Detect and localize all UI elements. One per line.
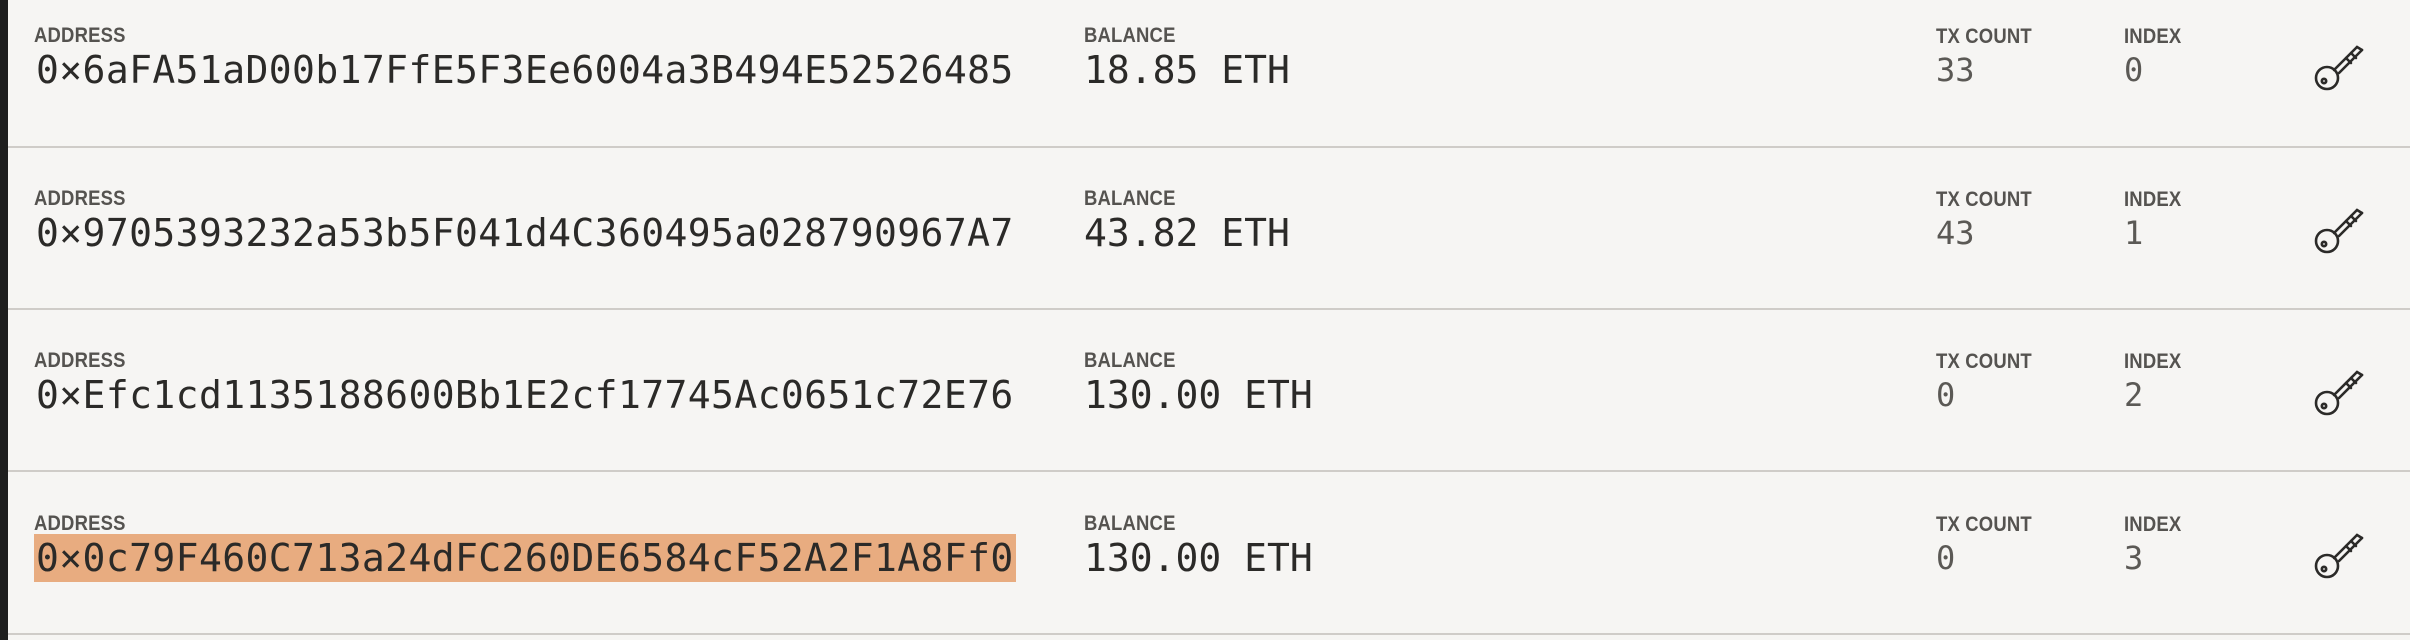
key-icon bbox=[2314, 370, 2364, 416]
address-value[interactable]: 0×9705393232a53b5F041d4C360495a028790967… bbox=[36, 211, 1014, 255]
index-value: 3 bbox=[2124, 539, 2144, 577]
show-keys-button[interactable] bbox=[2310, 360, 2370, 420]
index-label: INDEX bbox=[2124, 513, 2182, 536]
balance-label: BALANCE bbox=[1084, 24, 1176, 47]
balance-value: 18.85 ETH bbox=[1084, 48, 1290, 92]
tx-count-value: 33 bbox=[1936, 51, 1975, 89]
show-keys-button[interactable] bbox=[2310, 523, 2370, 583]
address-label: ADDRESS bbox=[34, 349, 126, 372]
index-label: INDEX bbox=[2124, 350, 2182, 373]
index-value: 2 bbox=[2124, 376, 2144, 414]
window-left-edge bbox=[0, 0, 8, 640]
tx-count-label: TX COUNT bbox=[1936, 25, 2032, 48]
balance-value: 130.00 ETH bbox=[1084, 373, 1313, 417]
balance-label: BALANCE bbox=[1084, 512, 1176, 535]
tx-count-label: TX COUNT bbox=[1936, 350, 2032, 373]
account-row: ADDRESS 0×Efc1cd1135188600Bb1E2cf17745Ac… bbox=[8, 310, 2410, 472]
tx-count-label: TX COUNT bbox=[1936, 513, 2032, 536]
key-icon bbox=[2314, 533, 2364, 579]
balance-label: BALANCE bbox=[1084, 187, 1176, 210]
address-value[interactable]: 0×Efc1cd1135188600Bb1E2cf17745Ac0651c72E… bbox=[36, 373, 1014, 417]
index-value: 0 bbox=[2124, 51, 2144, 89]
key-icon bbox=[2314, 208, 2364, 254]
tx-count-label: TX COUNT bbox=[1936, 188, 2032, 211]
tx-count-value: 43 bbox=[1936, 214, 1975, 252]
show-keys-button[interactable] bbox=[2310, 198, 2370, 258]
account-list: ADDRESS 0×6aFA51aD00b17FfE5F3Ee6004a3B49… bbox=[8, 0, 2410, 640]
index-label: INDEX bbox=[2124, 25, 2182, 48]
address-label: ADDRESS bbox=[34, 187, 126, 210]
show-keys-button[interactable] bbox=[2310, 35, 2370, 95]
address-value[interactable]: 0×6aFA51aD00b17FfE5F3Ee6004a3B494E525264… bbox=[36, 48, 1014, 92]
balance-label: BALANCE bbox=[1084, 349, 1176, 372]
account-row: ADDRESS 0×0c79F460C713a24dFC260DE6584cF5… bbox=[8, 473, 2410, 635]
key-icon bbox=[2314, 45, 2364, 91]
address-label: ADDRESS bbox=[34, 24, 126, 47]
balance-value: 130.00 ETH bbox=[1084, 536, 1313, 580]
account-row: ADDRESS 0×9705393232a53b5F041d4C360495a0… bbox=[8, 148, 2410, 310]
balance-value: 43.82 ETH bbox=[1084, 211, 1290, 255]
address-label: ADDRESS bbox=[34, 512, 126, 535]
index-value: 1 bbox=[2124, 214, 2144, 252]
tx-count-value: 0 bbox=[1936, 539, 1956, 577]
address-value-selected[interactable]: 0×0c79F460C713a24dFC260DE6584cF52A2F1A8F… bbox=[34, 534, 1016, 582]
account-row: ADDRESS 0×6aFA51aD00b17FfE5F3Ee6004a3B49… bbox=[8, 0, 2410, 148]
tx-count-value: 0 bbox=[1936, 376, 1956, 414]
index-label: INDEX bbox=[2124, 188, 2182, 211]
